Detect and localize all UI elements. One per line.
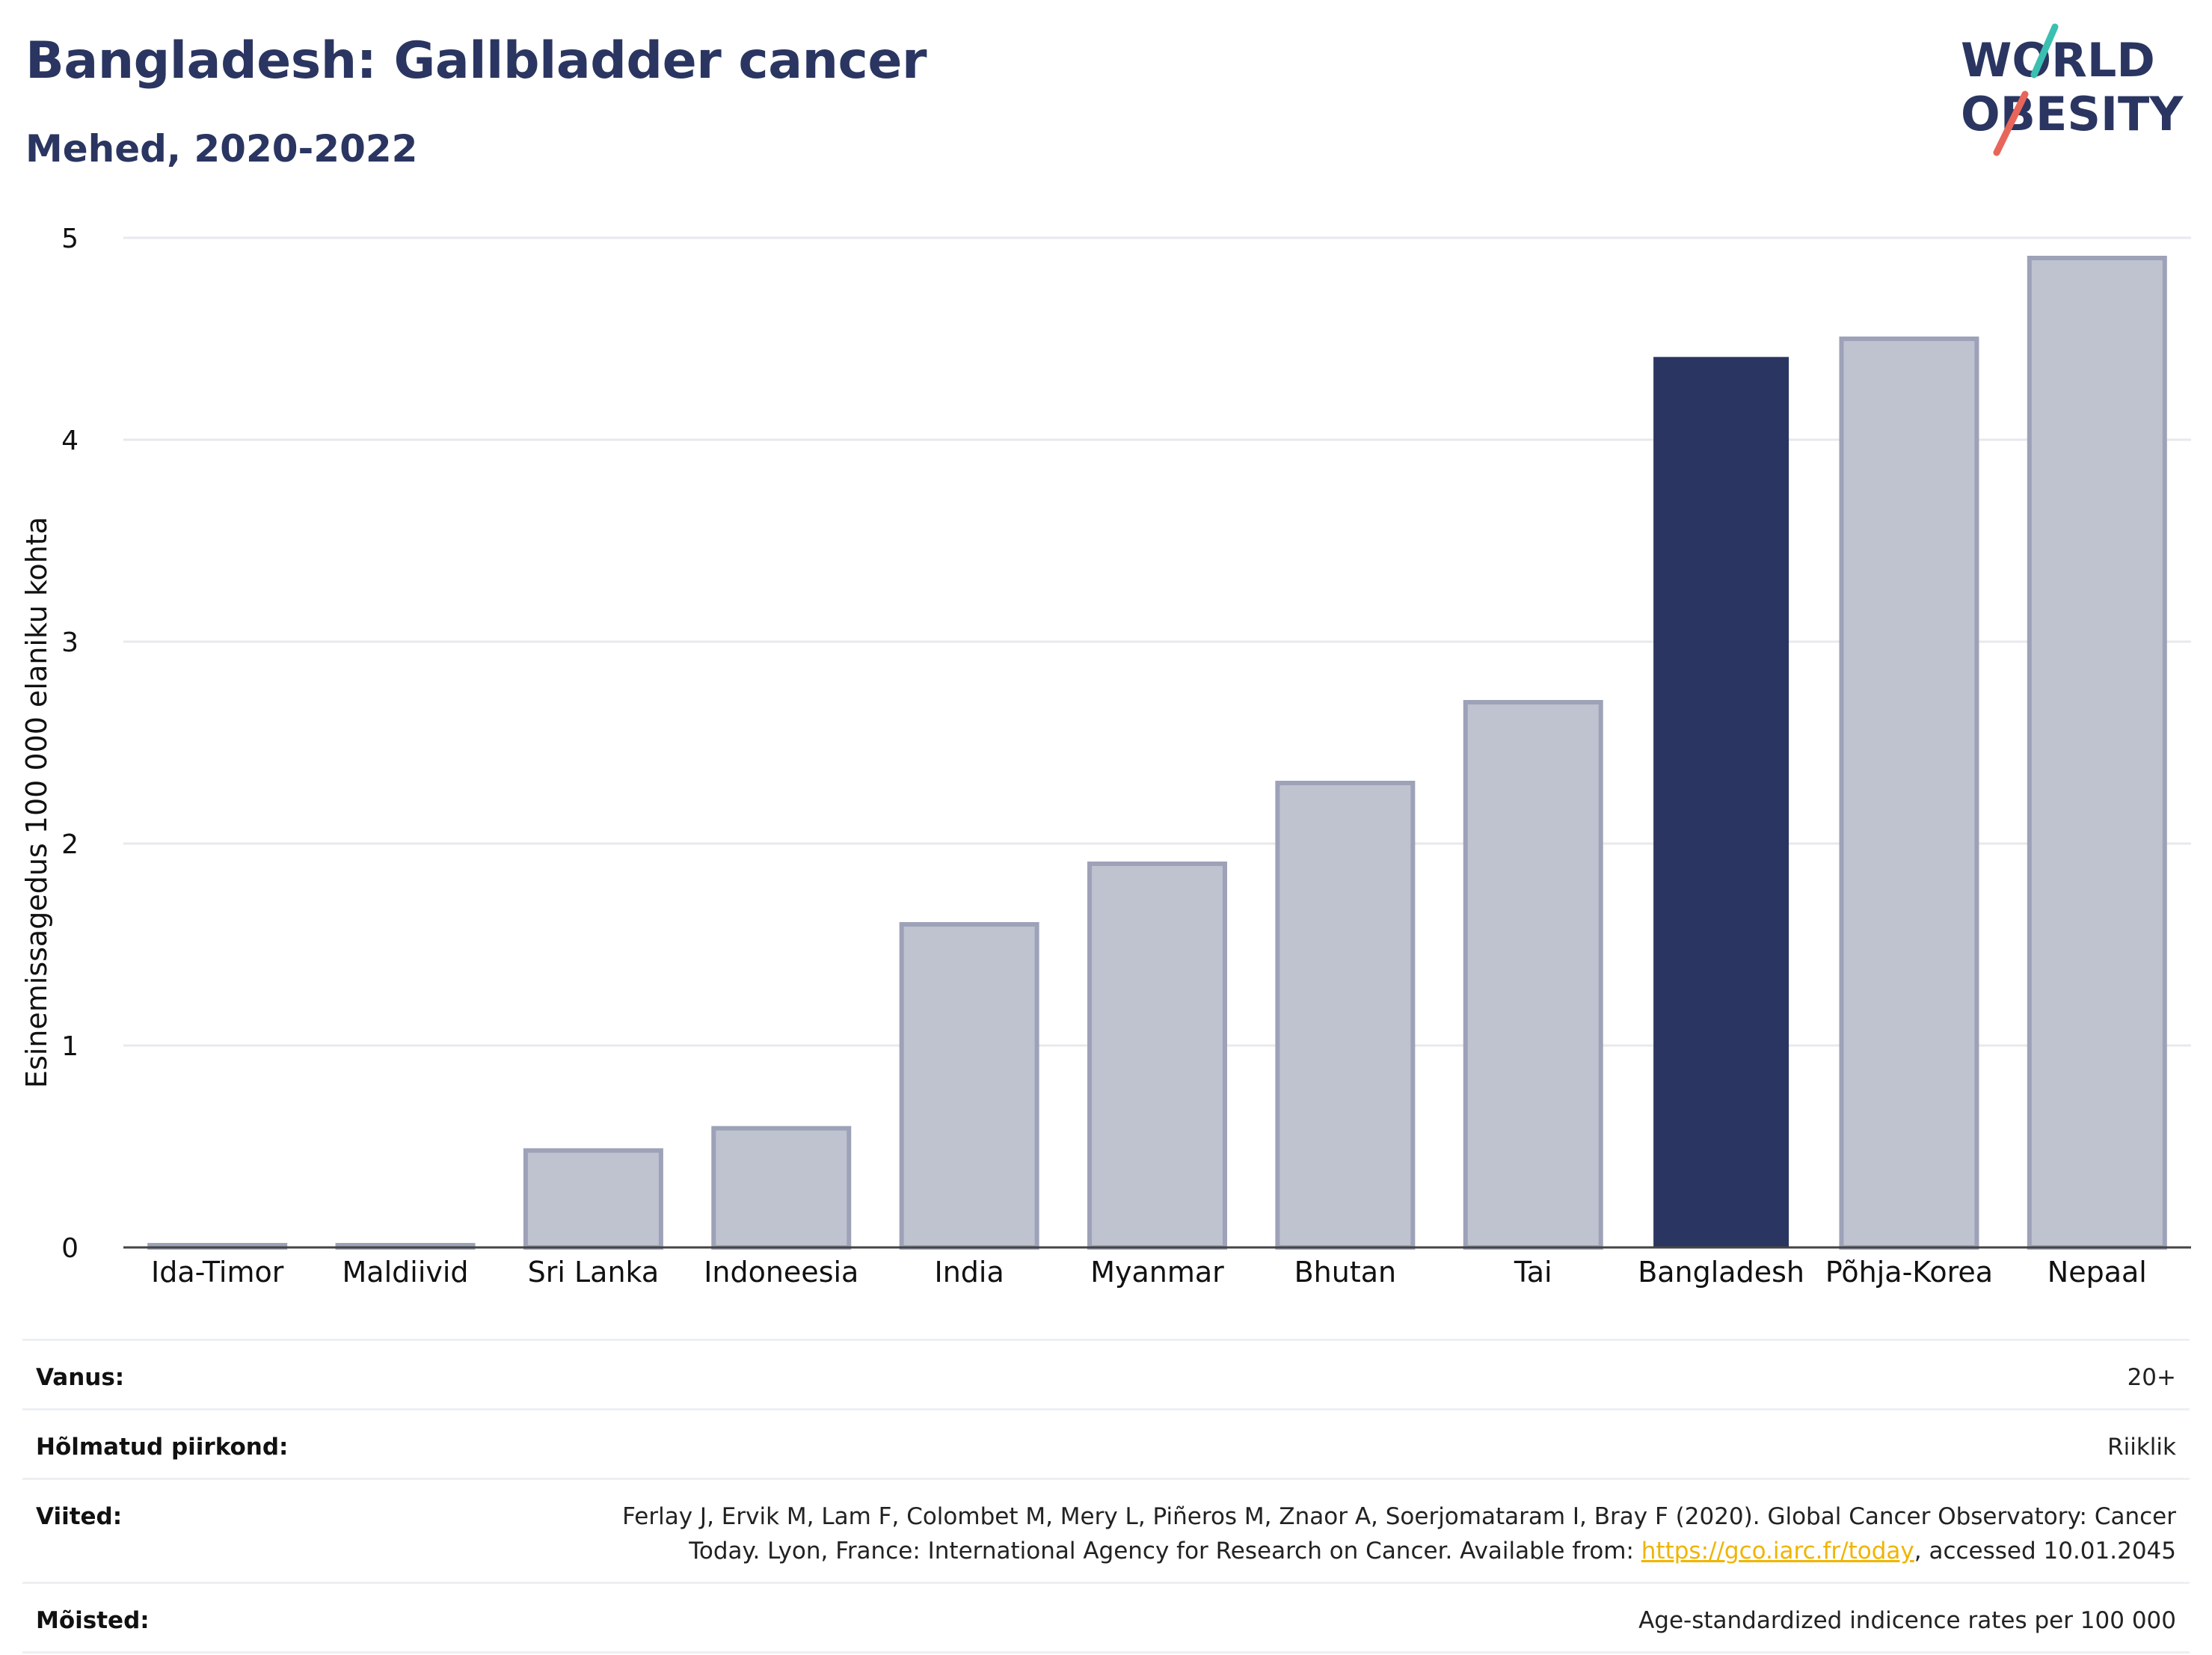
bars — [147, 256, 2167, 1250]
bar-bhutan[interactable] — [1275, 781, 1416, 1250]
footer-value-definitions: Age-standardized indicence rates per 100… — [1638, 1607, 2176, 1634]
footer-row-age: Vanus: 20+ — [22, 1339, 2190, 1408]
x-tick-label: Ida-Timor — [151, 1256, 284, 1289]
logo-slash-teal — [2030, 23, 2059, 79]
bar-myanmar[interactable] — [1087, 862, 1227, 1250]
footer-row-region: Hõlmatud piirkond: Riiklik — [22, 1408, 2190, 1478]
x-tick-label: India — [935, 1256, 1004, 1289]
y-tick-label: 4 — [61, 426, 79, 456]
bar-indoneesia[interactable] — [711, 1126, 852, 1250]
y-axis-label: Esinemissagedus 100 000 elaniku kohta — [20, 517, 53, 1088]
x-tick-label: Bangladesh — [1638, 1256, 1804, 1289]
footer-value-region: Riiklik — [2107, 1434, 2176, 1461]
chart-title: Bangladesh: Gallbladder cancer — [25, 31, 927, 90]
x-tick-label: Nepaal — [2047, 1256, 2147, 1289]
reference-link[interactable]: https://gco.iarc.fr/today — [1641, 1538, 1914, 1565]
logo-slash-coral — [1993, 90, 2029, 156]
y-tick-label: 5 — [61, 224, 79, 254]
reference-accessed-text: , accessed 10.01.2045 — [1914, 1538, 2176, 1565]
bar-p-hja-korea[interactable] — [1839, 337, 1979, 1250]
footer-value-age: 20+ — [2127, 1364, 2176, 1391]
axes: 0 1 2 3 4 5 Ida-Timor Maldiivid Sri Lanka Indonee… — [61, 224, 2191, 1289]
bar-india[interactable] — [899, 922, 1039, 1250]
x-tick-label: Indoneesia — [704, 1256, 858, 1289]
footer-label-references: Viited: — [36, 1503, 123, 1530]
bar-bangladesh[interactable] — [1653, 357, 1789, 1247]
world-obesity-logo: WORLD OBESITY — [1961, 23, 2184, 156]
x-tick-label: Maldiivid — [342, 1256, 469, 1289]
bar-chart: 0 1 2 3 4 5 Ida-Timor Maldiivid Sri Lanka Indonee… — [20, 224, 2191, 1289]
chart-subtitle: Mehed, 2020-2022 — [25, 127, 418, 171]
footer-label-definitions: Mõisted: — [36, 1607, 150, 1634]
x-tick-label: Tai — [1514, 1256, 1552, 1289]
footer-row-references: Viited: Ferlay J, Ervik M, Lam F, Colomb… — [22, 1478, 2190, 1582]
y-tick-label: 1 — [61, 1031, 79, 1062]
bar-tai[interactable] — [1463, 700, 1603, 1250]
bar-sri-lanka[interactable] — [523, 1148, 663, 1250]
x-tick-label: Sri Lanka — [528, 1256, 660, 1289]
reference-line-1: Ferlay J, Ervik M, Lam F, Colombet M, Me… — [622, 1503, 2176, 1530]
y-tick-label: 3 — [61, 627, 79, 658]
chart-footer: Vanus: 20+ Hõlmatud piirkond: Riiklik Vi… — [22, 1339, 2190, 1654]
footer-label-region: Hõlmatud piirkond: — [36, 1434, 289, 1461]
footer-label-age: Vanus: — [36, 1364, 125, 1391]
reference-line-2: Today. Lyon, France: International Agenc… — [622, 1534, 2176, 1568]
footer-row-definitions: Mõisted: Age-standardized indicence rate… — [22, 1582, 2190, 1654]
reference-line-2-text: Today. Lyon, France: International Agenc… — [689, 1538, 1641, 1565]
footer-value-references: Ferlay J, Ervik M, Lam F, Colombet M, Me… — [622, 1499, 2176, 1568]
y-tick-label: 2 — [61, 829, 79, 860]
x-tick-label: Põhja-Korea — [1825, 1256, 1993, 1289]
logo-line-world: WORLD — [1961, 33, 2155, 87]
bar-nepaal[interactable] — [2027, 256, 2167, 1250]
logo-line-obesity: OBESITY — [1961, 87, 2184, 141]
x-tick-label: Bhutan — [1294, 1256, 1397, 1289]
y-tick-label: 0 — [61, 1233, 79, 1264]
x-tick-label: Myanmar — [1090, 1256, 1224, 1289]
